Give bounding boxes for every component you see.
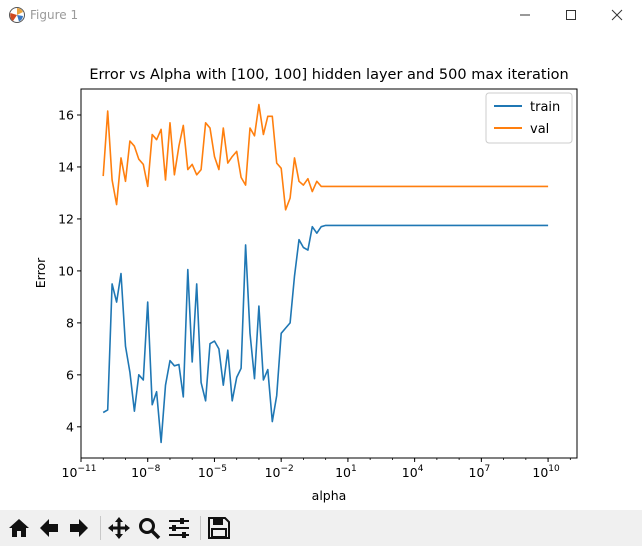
legend-label-val: val xyxy=(530,122,549,137)
navigation-toolbar xyxy=(0,510,642,546)
x-tick-label: 10−8 xyxy=(131,464,160,480)
y-tick-label: 16 xyxy=(58,107,74,122)
y-axis: 4 6 8 10 12 14 16 xyxy=(58,107,81,434)
x-axis: 10−11 10−8 10−5 10−2 101 104 107 1010 xyxy=(62,458,571,480)
maximize-button[interactable] xyxy=(548,0,594,30)
series-line-val xyxy=(102,103,549,211)
x-tick-label: 101 xyxy=(335,464,357,480)
toolbar-separator xyxy=(200,516,201,540)
matplotlib-app-icon xyxy=(9,7,25,23)
x-tick-label: 10−11 xyxy=(62,464,97,480)
series-lines xyxy=(102,103,549,444)
x-axis-label: alpha xyxy=(312,488,347,503)
forward-button[interactable] xyxy=(64,513,94,543)
y-tick-label: 10 xyxy=(58,263,74,278)
window-titlebar: Figure 1 xyxy=(0,0,642,30)
magnifier-icon xyxy=(139,518,161,540)
sliders-icon xyxy=(169,518,189,538)
back-button[interactable] xyxy=(34,513,64,543)
legend-label-train: train xyxy=(530,100,560,115)
y-tick-label: 4 xyxy=(66,419,74,434)
configure-subplots-button[interactable] xyxy=(164,513,194,543)
move-icon xyxy=(108,517,130,539)
y-tick-label: 8 xyxy=(66,315,74,330)
arrow-right-icon xyxy=(70,519,88,537)
pan-button[interactable] xyxy=(104,513,134,543)
minimize-icon xyxy=(520,14,530,16)
x-tick-label: 10−5 xyxy=(198,464,227,480)
y-tick-label: 14 xyxy=(58,159,74,174)
chart-title: Error vs Alpha with [100, 100] hidden la… xyxy=(89,67,568,83)
background-window-text-fragment xyxy=(120,540,640,546)
x-tick-label: 104 xyxy=(402,464,424,480)
close-icon xyxy=(611,9,623,21)
y-tick-label: 12 xyxy=(58,211,74,226)
zoom-button[interactable] xyxy=(134,513,164,543)
series-line-train xyxy=(102,224,549,444)
home-button[interactable] xyxy=(4,513,34,543)
floppy-icon xyxy=(208,517,230,539)
arrow-left-icon xyxy=(40,519,58,537)
minimize-button[interactable] xyxy=(502,0,548,30)
figure-canvas[interactable]: Error vs Alpha with [100, 100] hidden la… xyxy=(0,30,642,510)
y-axis-label: Error xyxy=(33,257,48,288)
plot-area xyxy=(80,88,578,459)
y-tick-label: 6 xyxy=(66,367,74,382)
x-tick-label: 1010 xyxy=(532,464,560,480)
x-tick-label: 107 xyxy=(469,464,491,480)
line-chart[interactable]: Error vs Alpha with [100, 100] hidden la… xyxy=(0,30,642,510)
maximize-icon xyxy=(566,10,576,20)
window-title: Figure 1 xyxy=(30,8,79,22)
toolbar-separator xyxy=(100,516,101,540)
legend: train val xyxy=(485,92,573,144)
x-tick-label: 10−2 xyxy=(265,464,294,480)
close-button[interactable] xyxy=(594,0,640,30)
home-icon xyxy=(9,519,29,537)
save-button[interactable] xyxy=(204,513,234,543)
